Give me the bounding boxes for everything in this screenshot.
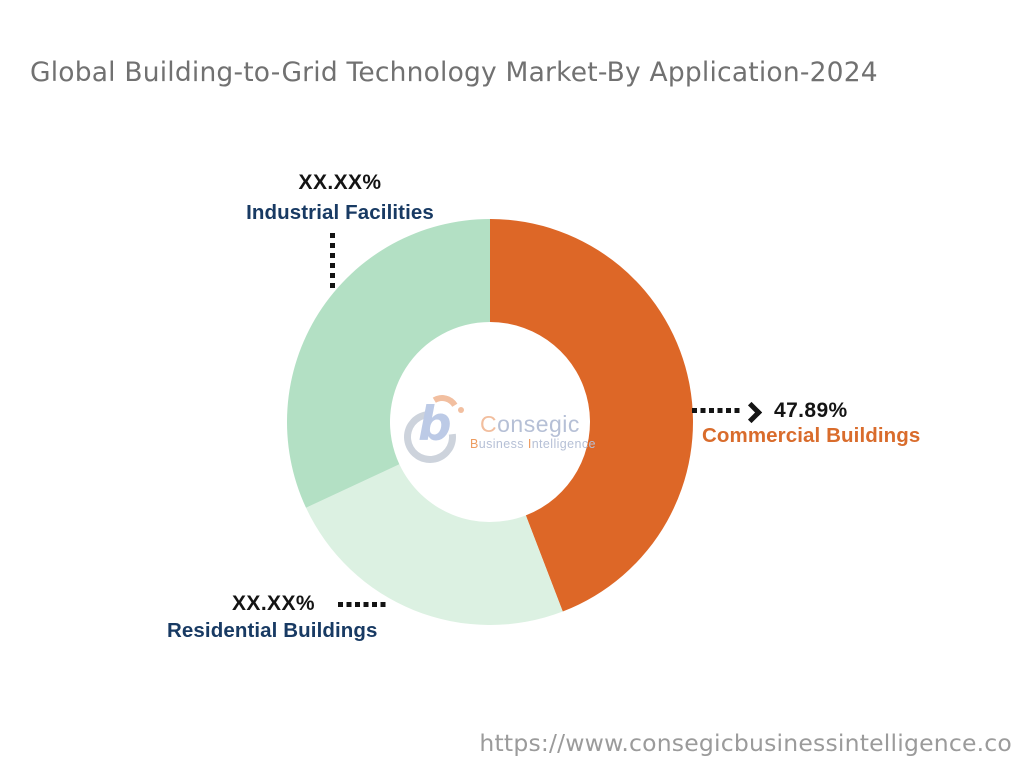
residential-value-label: XX.XX% xyxy=(232,592,315,615)
logo-company-name: Consegic xyxy=(480,411,596,437)
logo-sub-usiness: usiness xyxy=(478,436,524,451)
commercial-connector-dots xyxy=(692,408,740,413)
industrial-name-label: Industrial Facilities xyxy=(246,201,434,224)
donut-segment-commercial-buildings xyxy=(490,219,694,612)
logo-sub-ntelligence: ntelligence xyxy=(531,436,596,451)
industrial-connector-dots xyxy=(330,233,335,288)
commercial-name-label: Commercial Buildings xyxy=(702,424,921,447)
consegic-logo: b Consegic Business Intelligence xyxy=(393,391,596,474)
logo-text: Consegic Business Intelligence xyxy=(470,411,596,452)
consegic-logo-mark-icon: b xyxy=(393,391,467,474)
donut-segment-industrial-facilities xyxy=(287,219,490,508)
logo-sub-i: I xyxy=(527,436,532,451)
source-url: https://www.consegicbusinessintelligence… xyxy=(479,729,1012,757)
logo-subtitle: Business Intelligence xyxy=(470,437,596,452)
logo-sub-b: B xyxy=(470,436,479,451)
chart-title: Global Building-to-Grid Technology Marke… xyxy=(30,57,878,88)
residential-name-label: Residential Buildings xyxy=(167,619,378,642)
logo-name-rest: onsegic xyxy=(497,410,580,437)
industrial-value-label: XX.XX% xyxy=(298,171,382,194)
logo-orange-dot-icon xyxy=(458,407,464,413)
donut-segment-residential-buildings xyxy=(306,464,563,625)
logo-name-initial: C xyxy=(480,410,498,437)
commercial-value-label: 47.89% xyxy=(774,399,848,422)
logo-b-letter: b xyxy=(418,397,452,452)
residential-connector-dots xyxy=(338,602,388,607)
